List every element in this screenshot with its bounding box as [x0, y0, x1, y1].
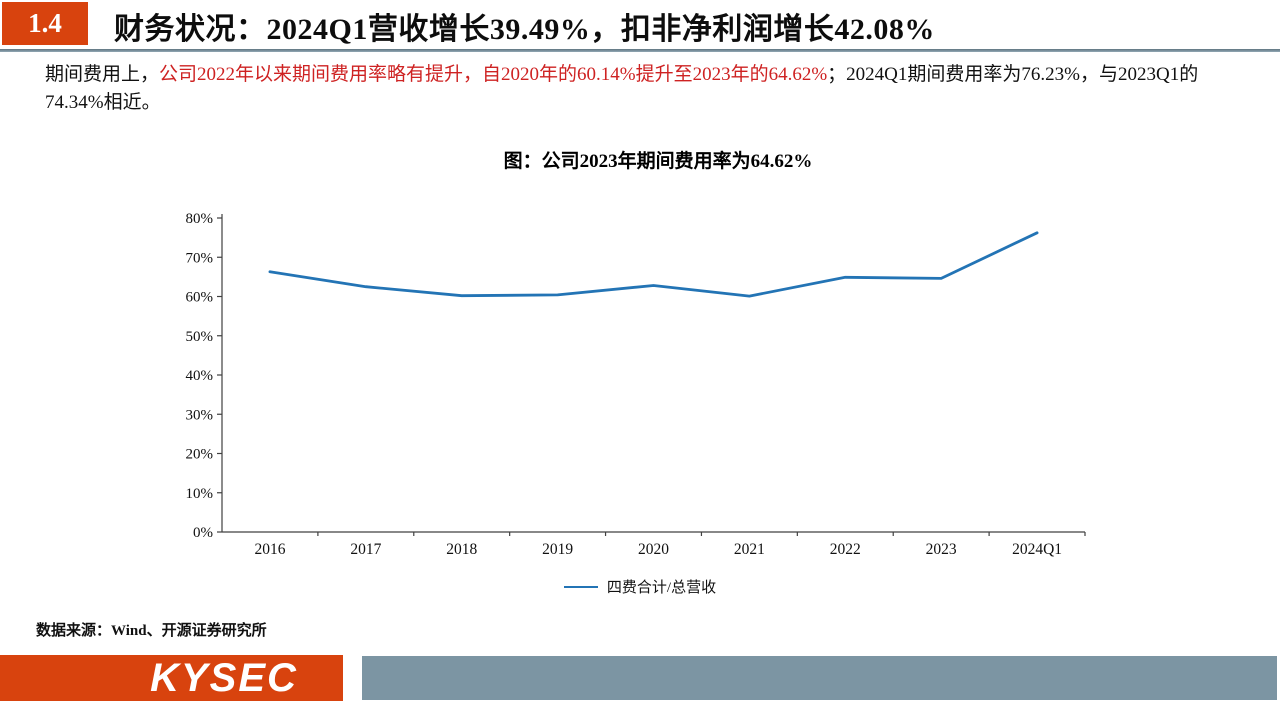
- svg-text:40%: 40%: [186, 368, 214, 384]
- summary-paragraph: 期间费用上，公司2022年以来期间费用率略有提升，自2020年的60.14%提升…: [45, 61, 1237, 117]
- svg-text:80%: 80%: [186, 211, 214, 227]
- svg-text:2023: 2023: [926, 541, 957, 558]
- svg-text:10%: 10%: [186, 486, 214, 502]
- svg-text:0%: 0%: [193, 525, 213, 541]
- svg-text:30%: 30%: [186, 407, 214, 423]
- chart-legend: 四费合计/总营收: [0, 576, 1280, 597]
- section-number-badge: 1.4: [2, 2, 88, 45]
- svg-text:70%: 70%: [186, 250, 214, 266]
- section-number: 1.4: [28, 8, 62, 38]
- legend-line-swatch: [563, 585, 598, 588]
- footer-accent-bar: [362, 656, 1277, 700]
- svg-text:60%: 60%: [186, 290, 214, 306]
- svg-text:2021: 2021: [734, 541, 765, 558]
- svg-text:2019: 2019: [542, 541, 573, 558]
- chart-title: 图：公司2023年期间费用率为64.62%: [503, 151, 813, 172]
- legend-label: 四费合计/总营收: [606, 580, 717, 596]
- expense-ratio-line-chart: 0% 10% 20% 30% 40% 50% 60% 70% 80% 2016 2017 2018 20…: [186, 211, 1086, 558]
- svg-text:2016: 2016: [254, 541, 285, 558]
- svg-text:20%: 20%: [186, 447, 214, 463]
- data-source: 数据来源：Wind、开源证券研究所: [36, 623, 267, 639]
- kysec-logo-text: KYSEC: [150, 656, 298, 700]
- svg-text:2018: 2018: [446, 541, 477, 558]
- svg-text:2024Q1: 2024Q1: [1012, 541, 1062, 558]
- page-title: 财务状况：2024Q1营收增长39.49%，扣非净利润增长42.08%: [114, 13, 935, 46]
- svg-text:50%: 50%: [186, 329, 214, 345]
- summary-highlight: 公司2022年以来期间费用率略有提升，自2020年的60.14%提升至2023年…: [159, 64, 828, 85]
- footer-logo: KYSEC: [0, 655, 343, 701]
- svg-text:2020: 2020: [638, 541, 669, 558]
- svg-text:2022: 2022: [830, 541, 861, 558]
- svg-text:2017: 2017: [350, 541, 381, 558]
- header-divider: [0, 49, 1280, 52]
- summary-rest: ；2024Q1期间费用率为76.23%，与2023Q1的74.34%相近。: [45, 64, 1199, 113]
- summary-intro: 期间费用上，: [45, 64, 160, 85]
